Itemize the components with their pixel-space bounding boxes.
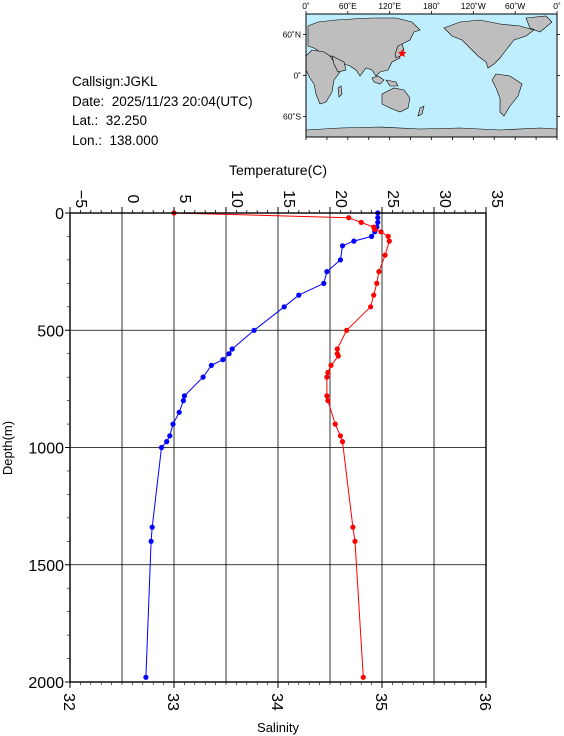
- map-lon-label: 120˚E: [378, 1, 401, 11]
- temperature-point: [149, 524, 155, 530]
- salinity-point: [324, 393, 330, 399]
- station-star: [397, 49, 407, 58]
- salinity-point: [372, 226, 378, 232]
- depth-tick-label: 1500: [28, 558, 64, 575]
- callsign-text: Callsign:JGKL: [72, 74, 158, 89]
- map-lon-label: 60˚E: [339, 1, 357, 11]
- temperature-point: [339, 243, 346, 249]
- temperature-point: [181, 393, 187, 399]
- temperature-axis-label: Temperature(C): [229, 162, 327, 178]
- temperature-point: [324, 269, 330, 275]
- temp-tick-label: 20: [332, 190, 349, 208]
- temperature-point: [167, 433, 173, 439]
- lat-text: Lat.: 32.250: [72, 113, 148, 128]
- temperature-point: [176, 409, 182, 415]
- station-info: Callsign:JGKL Date: 2025/11/23 20:04(UTC…: [72, 72, 253, 150]
- salinity-point: [344, 327, 350, 333]
- temperature-point: [296, 292, 302, 298]
- map-axes: 0˚ 60˚E 120˚E 180˚ 120˚W 60˚W 0˚ 60˚N 0˚ 60˚S: [283, 1, 561, 140]
- salinity-point: [339, 439, 346, 445]
- salinity-point: [346, 215, 352, 221]
- chart-grid: [69, 212, 487, 683]
- temperature-point: [200, 374, 206, 380]
- temperature-point: [351, 238, 357, 244]
- salinity-point: [324, 374, 330, 380]
- sal-tick-label: 33: [164, 693, 181, 711]
- depth-tick-label: 0: [55, 206, 64, 223]
- temperature-point: [143, 674, 149, 680]
- salinity-point: [334, 346, 340, 352]
- chart-ticks: 0 500 1000 1500 2000 −5 0 5 10 15 20 25 30 35 32 33 34 35…: [28, 190, 505, 711]
- map-lat-label: 60˚S: [283, 112, 301, 122]
- salinity-point: [350, 524, 356, 530]
- chart-series: [143, 210, 392, 680]
- salinity-point: [337, 433, 343, 439]
- temperature-point: [375, 215, 381, 221]
- salinity-point: [335, 353, 341, 359]
- temperature-point: [208, 362, 214, 368]
- salinity-point: [374, 280, 380, 286]
- salinity-point: [332, 421, 338, 427]
- salinity-point: [371, 292, 377, 298]
- depth-tick-label: 1000: [28, 441, 64, 458]
- sal-tick-label: 32: [60, 693, 77, 711]
- world-map: 0˚ 60˚E 120˚E 180˚ 120˚W 60˚W 0˚ 60˚N 0˚ 60˚S: [283, 1, 561, 140]
- map-lat-label: 60˚N: [283, 30, 301, 40]
- temperature-point: [321, 280, 327, 286]
- map-lon-label: 180˚: [423, 1, 440, 11]
- map-land: [305, 15, 558, 138]
- temp-tick-label: 10: [228, 190, 245, 208]
- depth-axis-label: Depth(m): [0, 421, 15, 475]
- temperature-point: [180, 398, 186, 404]
- sal-tick-label: 35: [372, 693, 389, 711]
- salinity-point: [358, 219, 364, 225]
- map-lon-label: 0˚: [302, 1, 310, 11]
- temperature-point: [337, 257, 343, 263]
- temperature-point: [170, 421, 176, 427]
- salinity-point: [378, 229, 384, 235]
- map-lon-label: 0˚: [553, 1, 561, 11]
- salinity-point: [386, 238, 392, 244]
- lon-text: Lon.: 138.000: [72, 132, 159, 148]
- temperature-point: [251, 327, 257, 333]
- station-marker: [397, 49, 407, 58]
- salinity-point: [385, 233, 391, 239]
- salinity-point: [360, 674, 366, 680]
- salinity-axis-label: Salinity: [257, 720, 299, 735]
- depth-tick-label: 2000: [28, 675, 64, 692]
- temp-tick-label: −5: [72, 190, 89, 208]
- temperature-point: [375, 219, 381, 225]
- temperature-point: [164, 439, 170, 445]
- salinity-point: [376, 269, 382, 275]
- salinity-point: [328, 362, 334, 368]
- temperature-point: [281, 304, 287, 310]
- map-lon-label: 60˚W: [505, 1, 525, 11]
- salinity-point: [325, 398, 331, 404]
- temp-tick-label: 15: [280, 190, 297, 208]
- salinity-point: [325, 369, 331, 376]
- map-lat-label: 0˚: [293, 71, 301, 81]
- temperature-point: [226, 351, 232, 357]
- sal-tick-label: 36: [476, 693, 493, 711]
- temp-tick-label: 30: [436, 190, 453, 208]
- temperature-point: [220, 357, 226, 363]
- temp-tick-label: 5: [176, 195, 193, 204]
- temp-tick-label: 35: [488, 190, 505, 208]
- temperature-point: [229, 346, 235, 352]
- sal-tick-label: 34: [268, 693, 285, 711]
- temperature-point: [148, 538, 154, 544]
- temperature-point: [369, 233, 375, 239]
- salinity-point: [352, 538, 358, 544]
- salinity-point: [382, 252, 388, 258]
- depth-tick-label: 500: [37, 323, 64, 340]
- temp-tick-label: 25: [384, 190, 401, 208]
- salinity-point: [368, 304, 374, 310]
- map-lon-label: 120˚W: [461, 1, 486, 11]
- salinity-profile-line: [173, 212, 390, 678]
- date-text: Date: 2025/11/23 20:04(UTC): [72, 93, 253, 109]
- temp-tick-label: 0: [124, 195, 141, 204]
- temperature-point: [158, 444, 165, 451]
